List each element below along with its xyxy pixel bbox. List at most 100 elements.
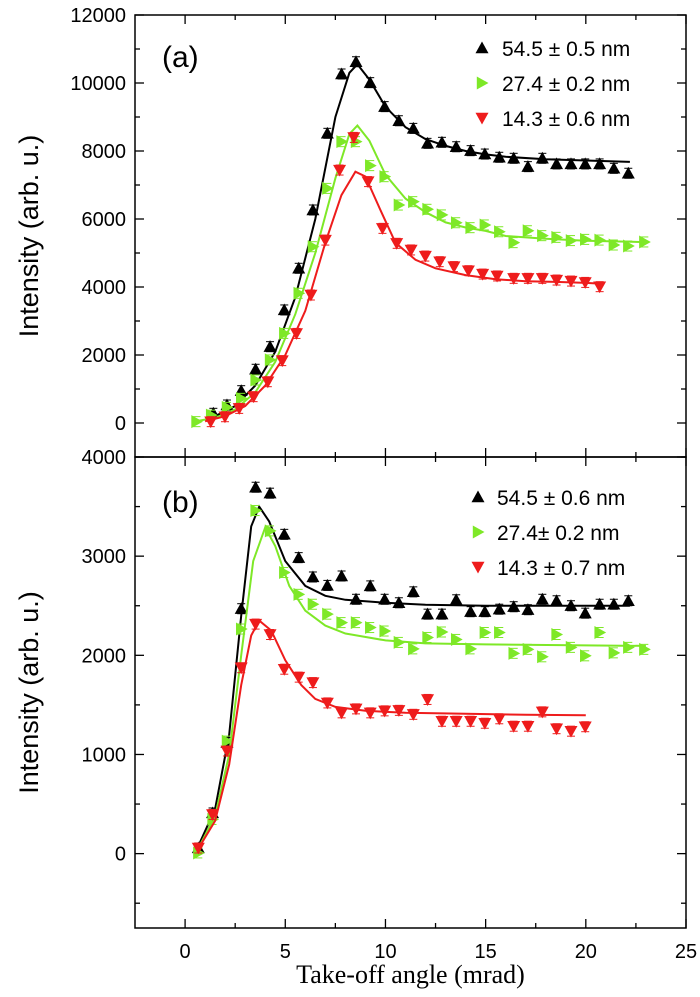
data-point — [478, 605, 492, 617]
data-point — [550, 274, 564, 287]
data-point — [292, 551, 306, 563]
data-point — [250, 373, 263, 387]
data-point — [436, 625, 449, 639]
data-point — [464, 716, 478, 728]
data-point — [521, 273, 535, 285]
legend-entry: 27.4± 0.2 nm — [497, 522, 619, 545]
y-tick-label: 8000 — [82, 141, 127, 163]
y-tick-label: 0 — [115, 844, 126, 866]
data-point — [336, 135, 349, 149]
data-point — [435, 716, 449, 728]
data-point — [449, 716, 463, 728]
data-point — [392, 114, 406, 126]
data-point — [421, 136, 435, 149]
data-point — [191, 842, 205, 855]
data-point — [320, 697, 334, 710]
data-point — [263, 629, 277, 641]
fit-line-3 — [204, 170, 600, 423]
data-point — [492, 150, 506, 163]
x-tick-label: 20 — [575, 941, 597, 963]
data-point — [263, 340, 277, 352]
legend-entry: 54.5 ± 0.5 nm — [502, 38, 630, 61]
data-point — [292, 261, 306, 274]
data-point — [378, 705, 392, 718]
x-tick-label: 15 — [475, 941, 497, 963]
data-point — [450, 216, 463, 230]
y-tick-label: 6000 — [82, 209, 127, 231]
data-point — [234, 602, 248, 614]
legend-marker — [471, 490, 485, 503]
data-point — [404, 244, 418, 257]
data-point — [307, 240, 320, 254]
data-point — [204, 416, 218, 429]
data-point — [550, 157, 564, 170]
data-point — [261, 376, 275, 389]
legend-entry: 14.3 ± 0.7 nm — [497, 557, 625, 580]
data-point — [550, 723, 564, 736]
data-point — [449, 140, 463, 152]
x-tick-label: 10 — [374, 941, 396, 963]
data-point — [275, 355, 289, 368]
data-point — [564, 275, 578, 288]
data-point — [508, 646, 521, 660]
legend-entry: 54.5 ± 0.6 nm — [497, 487, 625, 510]
data-point — [565, 640, 578, 654]
legend-marker — [472, 525, 485, 539]
data-point — [578, 157, 592, 170]
y-axis-label: Intensity (arb. u.) — [14, 591, 44, 794]
data-point — [322, 181, 334, 195]
data-point — [521, 603, 535, 615]
data-point — [639, 642, 651, 656]
data-point — [507, 273, 521, 285]
data-point — [537, 650, 549, 664]
x-tick-label: 0 — [180, 941, 191, 963]
data-point — [433, 256, 447, 269]
x-axis-label: Take-off angle (mrad) — [296, 960, 525, 989]
data-point — [306, 203, 320, 216]
data-point — [249, 480, 263, 493]
data-point — [363, 579, 377, 592]
data-point — [551, 230, 564, 244]
data-point — [363, 707, 377, 720]
data-point — [375, 223, 389, 235]
data-point — [623, 239, 635, 253]
data-point — [594, 233, 607, 247]
data-point — [450, 632, 463, 646]
data-point — [249, 618, 263, 631]
data-point — [507, 151, 521, 164]
data-point — [293, 286, 306, 300]
legend-entry: 14.3 ± 0.6 nm — [502, 108, 630, 131]
data-point — [508, 236, 521, 250]
data-point — [392, 705, 406, 717]
data-point — [492, 713, 506, 726]
data-point — [408, 195, 420, 209]
data-point — [594, 626, 607, 640]
data-point — [378, 100, 392, 112]
data-point — [277, 663, 291, 676]
data-point — [306, 677, 320, 690]
data-point — [522, 642, 535, 656]
y-tick-label: 2000 — [82, 645, 127, 667]
legend-entry: 27.4 ± 0.2 nm — [502, 73, 630, 96]
x-tick-label: 25 — [675, 941, 697, 963]
data-point — [422, 630, 435, 644]
data-point — [263, 486, 277, 499]
data-point — [349, 592, 363, 605]
data-point — [379, 170, 392, 184]
data-point — [277, 303, 291, 316]
data-point — [564, 599, 578, 611]
data-point — [307, 597, 320, 611]
y-axis-label: Intensity (arb. u.) — [14, 135, 44, 338]
data-point — [393, 635, 406, 649]
data-point — [461, 265, 475, 278]
data-point — [449, 593, 463, 605]
data-point — [220, 745, 234, 758]
data-point — [393, 198, 406, 212]
data-point — [249, 362, 263, 375]
data-point — [293, 587, 306, 601]
data-point — [623, 640, 635, 654]
data-point — [607, 161, 621, 174]
data-point — [494, 626, 506, 640]
data-point — [494, 225, 506, 239]
data-point — [349, 55, 363, 67]
